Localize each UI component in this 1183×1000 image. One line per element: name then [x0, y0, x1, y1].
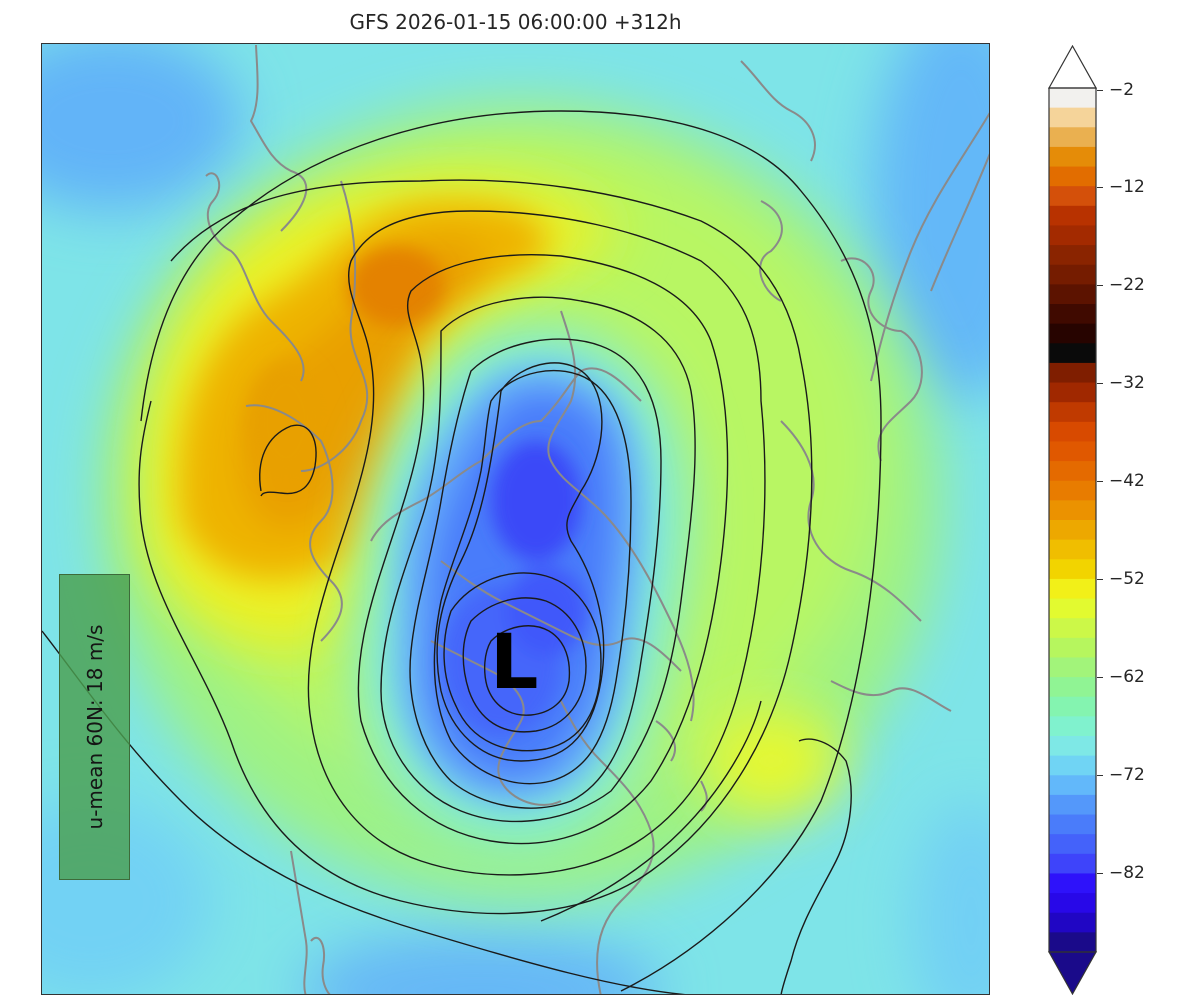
- colorbar-tick: −52: [1097, 569, 1145, 589]
- colorbar-band: [1049, 186, 1096, 207]
- colorbar-band: [1049, 794, 1096, 816]
- colorbar-tick: −42: [1097, 471, 1145, 491]
- chart-title: GFS 2026-01-15 06:00:00 +312h: [349, 10, 682, 34]
- colorbar-ticks: −2 −12 −22 −32 −42 −52 −62 −72 −82: [1097, 0, 1183, 1000]
- colorbar-band: [1049, 716, 1096, 737]
- colorbar-band: [1049, 657, 1096, 678]
- colorbar-band: [1049, 736, 1096, 757]
- colorbar-band: [1049, 775, 1096, 796]
- u-mean-annotation-box: u-mean 60N: 18 m/s: [59, 574, 130, 880]
- colorbar-band: [1049, 421, 1096, 443]
- colorbar-band: [1049, 696, 1096, 717]
- colorbar-band: [1049, 873, 1096, 894]
- map-plot-area: [41, 43, 990, 995]
- colorbar-band: [1049, 284, 1096, 305]
- colorbar-band: [1049, 382, 1096, 403]
- colorbar-band: [1049, 637, 1096, 659]
- colorbar-band: [1049, 480, 1096, 501]
- colorbar-band: [1049, 559, 1096, 580]
- coastlines: [205, 44, 989, 994]
- colorbar-band: [1049, 323, 1096, 344]
- colorbar-band: [1049, 598, 1096, 619]
- colorbar-tick: −2: [1097, 80, 1134, 100]
- colorbar-band: [1049, 88, 1096, 109]
- colorbar-band: [1049, 461, 1096, 482]
- colorbar-band: [1049, 402, 1096, 423]
- colorbar-band: [1049, 814, 1096, 835]
- colorbar-tick: −72: [1097, 765, 1145, 785]
- colorbar-band: [1049, 205, 1096, 227]
- colorbar-band: [1049, 520, 1096, 541]
- colorbar-band: [1049, 362, 1096, 384]
- colorbar-band: [1049, 893, 1096, 914]
- colorbar-band: [1049, 264, 1096, 285]
- colorbar-tick: −62: [1097, 667, 1145, 687]
- colorbar-tick: −12: [1097, 177, 1145, 197]
- low-pressure-marker: L: [490, 617, 539, 706]
- u-mean-annotation-text: u-mean 60N: 18 m/s: [82, 624, 107, 830]
- colorbar-band: [1049, 107, 1096, 128]
- colorbar-band: [1049, 578, 1096, 600]
- colorbar-tick: −22: [1097, 275, 1145, 295]
- colorbar-band: [1049, 225, 1096, 246]
- colorbar-band: [1049, 304, 1096, 325]
- colorbar-band: [1049, 755, 1096, 776]
- colorbar-band: [1049, 932, 1096, 953]
- colorbar-band: [1049, 834, 1096, 855]
- colorbar-band: [1049, 539, 1096, 560]
- colorbar-band: [1049, 500, 1096, 521]
- colorbar-tick: −82: [1097, 863, 1145, 883]
- colorbar-bottom-extend-arrow: [1048, 951, 1097, 995]
- contour-lines: [42, 110, 882, 994]
- colorbar-band: [1049, 245, 1096, 266]
- colorbar-tick: −32: [1097, 373, 1145, 393]
- colorbar-band: [1049, 677, 1096, 698]
- colorbar-top-extend-arrow: [1048, 45, 1097, 89]
- colorbar: [1048, 45, 1097, 995]
- colorbar-band: [1049, 853, 1096, 875]
- colorbar-band: [1049, 618, 1096, 639]
- colorbar-band: [1049, 441, 1096, 462]
- map-field: [42, 44, 989, 994]
- colorbar-band: [1049, 166, 1096, 187]
- colorbar-band: [1049, 912, 1096, 933]
- colorbar-band: [1049, 146, 1096, 168]
- colorbar-band: [1049, 343, 1096, 364]
- colorbar-band: [1049, 127, 1096, 148]
- colorbar-outline: [1048, 87, 1097, 953]
